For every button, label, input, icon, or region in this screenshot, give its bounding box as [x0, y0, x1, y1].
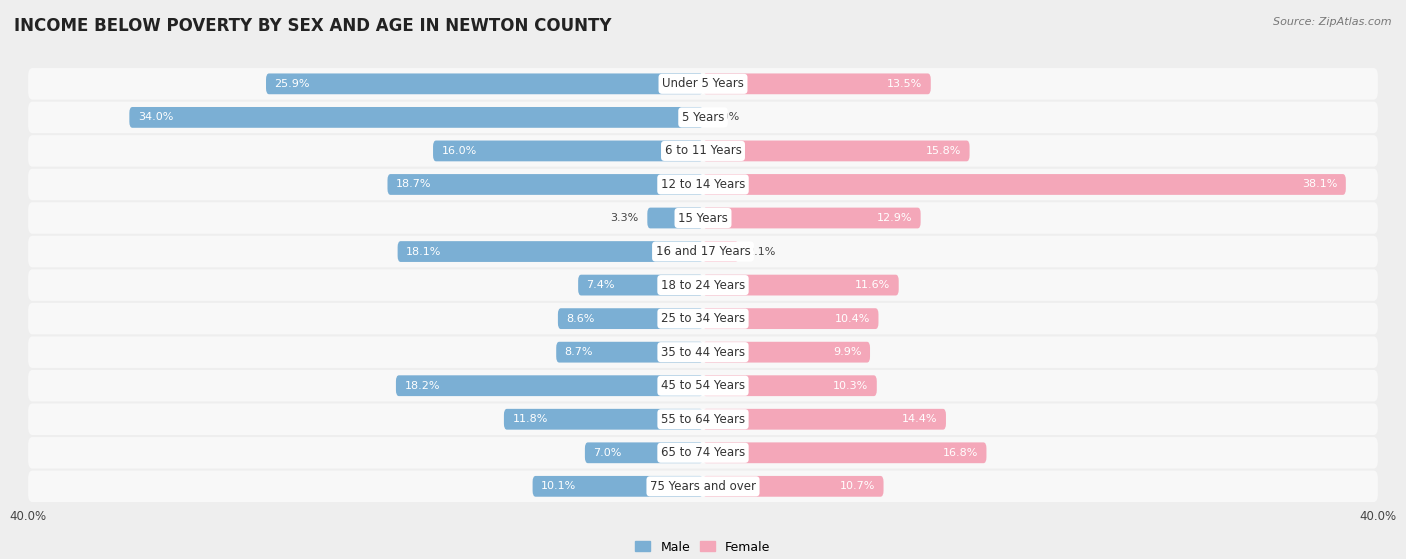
FancyBboxPatch shape	[703, 207, 921, 229]
Text: 35 to 44 Years: 35 to 44 Years	[661, 345, 745, 359]
FancyBboxPatch shape	[28, 236, 1378, 267]
FancyBboxPatch shape	[558, 308, 703, 329]
FancyBboxPatch shape	[266, 73, 703, 94]
Text: 18 to 24 Years: 18 to 24 Years	[661, 278, 745, 292]
Text: 16.0%: 16.0%	[441, 146, 477, 156]
FancyBboxPatch shape	[28, 370, 1378, 401]
Text: Source: ZipAtlas.com: Source: ZipAtlas.com	[1274, 17, 1392, 27]
Text: 10.3%: 10.3%	[834, 381, 869, 391]
FancyBboxPatch shape	[28, 337, 1378, 368]
FancyBboxPatch shape	[28, 102, 1378, 133]
Text: 8.7%: 8.7%	[565, 347, 593, 357]
Text: 38.1%: 38.1%	[1302, 179, 1337, 190]
Text: 14.4%: 14.4%	[903, 414, 938, 424]
Text: 18.2%: 18.2%	[405, 381, 440, 391]
FancyBboxPatch shape	[703, 241, 738, 262]
Text: 0.0%: 0.0%	[711, 112, 740, 122]
FancyBboxPatch shape	[503, 409, 703, 430]
Text: 75 Years and over: 75 Years and over	[650, 480, 756, 493]
FancyBboxPatch shape	[557, 342, 703, 363]
FancyBboxPatch shape	[585, 442, 703, 463]
FancyBboxPatch shape	[703, 442, 987, 463]
FancyBboxPatch shape	[28, 269, 1378, 301]
Text: 11.8%: 11.8%	[512, 414, 548, 424]
Text: 65 to 74 Years: 65 to 74 Years	[661, 446, 745, 459]
FancyBboxPatch shape	[28, 68, 1378, 100]
Text: 2.1%: 2.1%	[747, 247, 775, 257]
FancyBboxPatch shape	[28, 169, 1378, 200]
Text: 16.8%: 16.8%	[942, 448, 979, 458]
FancyBboxPatch shape	[703, 409, 946, 430]
Text: 16 and 17 Years: 16 and 17 Years	[655, 245, 751, 258]
Text: 25 to 34 Years: 25 to 34 Years	[661, 312, 745, 325]
FancyBboxPatch shape	[703, 476, 883, 497]
FancyBboxPatch shape	[28, 404, 1378, 435]
FancyBboxPatch shape	[703, 140, 970, 162]
Text: 3.3%: 3.3%	[610, 213, 638, 223]
Text: 10.4%: 10.4%	[835, 314, 870, 324]
Text: 7.0%: 7.0%	[593, 448, 621, 458]
Text: 5 Years: 5 Years	[682, 111, 724, 124]
Text: 34.0%: 34.0%	[138, 112, 173, 122]
FancyBboxPatch shape	[396, 375, 703, 396]
Text: 45 to 54 Years: 45 to 54 Years	[661, 379, 745, 392]
Text: 25.9%: 25.9%	[274, 79, 309, 89]
FancyBboxPatch shape	[28, 471, 1378, 502]
Text: 15.8%: 15.8%	[925, 146, 962, 156]
FancyBboxPatch shape	[433, 140, 703, 162]
Text: Under 5 Years: Under 5 Years	[662, 77, 744, 91]
FancyBboxPatch shape	[533, 476, 703, 497]
Text: 15 Years: 15 Years	[678, 211, 728, 225]
FancyBboxPatch shape	[703, 174, 1346, 195]
Legend: Male, Female: Male, Female	[636, 541, 770, 553]
Text: 7.4%: 7.4%	[586, 280, 614, 290]
FancyBboxPatch shape	[703, 73, 931, 94]
Text: 8.6%: 8.6%	[567, 314, 595, 324]
Text: 9.9%: 9.9%	[834, 347, 862, 357]
Text: 55 to 64 Years: 55 to 64 Years	[661, 413, 745, 426]
FancyBboxPatch shape	[28, 303, 1378, 334]
Text: 18.7%: 18.7%	[396, 179, 432, 190]
FancyBboxPatch shape	[703, 342, 870, 363]
FancyBboxPatch shape	[28, 135, 1378, 167]
FancyBboxPatch shape	[703, 375, 877, 396]
FancyBboxPatch shape	[398, 241, 703, 262]
FancyBboxPatch shape	[578, 274, 703, 296]
Text: 11.6%: 11.6%	[855, 280, 890, 290]
Text: 12 to 14 Years: 12 to 14 Years	[661, 178, 745, 191]
FancyBboxPatch shape	[28, 437, 1378, 468]
Text: 13.5%: 13.5%	[887, 79, 922, 89]
FancyBboxPatch shape	[388, 174, 703, 195]
Text: INCOME BELOW POVERTY BY SEX AND AGE IN NEWTON COUNTY: INCOME BELOW POVERTY BY SEX AND AGE IN N…	[14, 17, 612, 35]
FancyBboxPatch shape	[28, 202, 1378, 234]
FancyBboxPatch shape	[647, 207, 703, 229]
FancyBboxPatch shape	[129, 107, 703, 128]
Text: 10.7%: 10.7%	[839, 481, 875, 491]
Text: 18.1%: 18.1%	[406, 247, 441, 257]
Text: 12.9%: 12.9%	[877, 213, 912, 223]
Text: 6 to 11 Years: 6 to 11 Years	[665, 144, 741, 158]
Text: 10.1%: 10.1%	[541, 481, 576, 491]
FancyBboxPatch shape	[703, 308, 879, 329]
FancyBboxPatch shape	[703, 274, 898, 296]
